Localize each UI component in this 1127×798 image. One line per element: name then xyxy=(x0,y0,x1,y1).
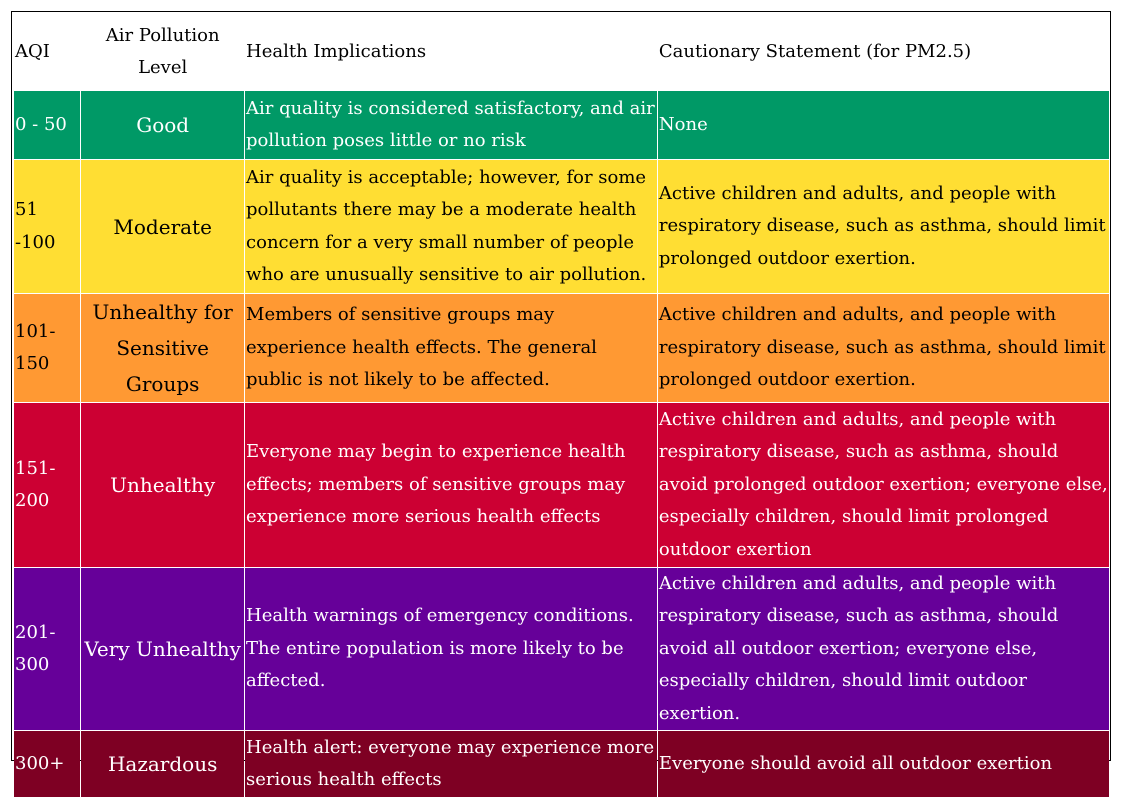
cautionary-statement: Active children and adults, and people w… xyxy=(657,294,1109,402)
pollution-level: Hazardous xyxy=(81,731,245,798)
header-aqi: AQI xyxy=(15,40,50,62)
table-header-row: AQI Air Pollution Level Health Implicati… xyxy=(14,14,1109,90)
aqi-range: 0 - 50 xyxy=(14,91,81,159)
table-row-moderate: 51 -100 Moderate Air quality is acceptab… xyxy=(14,160,1109,293)
pollution-level: Very Unhealthy xyxy=(81,568,245,731)
health-implications: Air quality is acceptable; however, for … xyxy=(245,160,657,293)
cautionary-statement: Everyone should avoid all outdoor exerti… xyxy=(657,731,1109,798)
header-level: Air Pollution Level xyxy=(105,24,220,78)
pollution-level: Unhealthy for Sensitive Groups xyxy=(81,294,245,402)
aqi-table-frame: AQI Air Pollution Level Health Implicati… xyxy=(11,11,1111,798)
header-caution: Cautionary Statement (for PM2.5) xyxy=(658,40,972,62)
pollution-level: Unhealthy xyxy=(81,403,245,567)
table-row-hazardous: 300+ Hazardous Health alert: everyone ma… xyxy=(14,731,1109,798)
aqi-table: AQI Air Pollution Level Health Implicati… xyxy=(13,13,1110,798)
pollution-level: Good xyxy=(81,91,245,159)
cautionary-statement: Active children and adults, and people w… xyxy=(657,568,1109,731)
health-implications: Air quality is considered satisfactory, … xyxy=(245,91,657,159)
header-health: Health Implications xyxy=(246,40,427,62)
table-row-very-unhealthy: 201-300 Very Unhealthy Health warnings o… xyxy=(14,568,1109,731)
pollution-level: Moderate xyxy=(81,160,245,293)
health-implications: Everyone may begin to experience health … xyxy=(245,403,657,567)
table-row-unhealthy: 151-200 Unhealthy Everyone may begin to … xyxy=(14,403,1109,567)
health-implications: Health alert: everyone may experience mo… xyxy=(245,731,657,798)
aqi-range: 201-300 xyxy=(14,568,81,731)
aqi-range: 300+ xyxy=(14,731,81,798)
cautionary-statement: Active children and adults, and people w… xyxy=(657,160,1109,293)
table-row-unhealthy-sensitive: 101-150 Unhealthy for Sensitive Groups M… xyxy=(14,294,1109,402)
table-row-good: 0 - 50 Good Air quality is considered sa… xyxy=(14,91,1109,159)
cautionary-statement: Active children and adults, and people w… xyxy=(657,403,1109,567)
aqi-range: 51 -100 xyxy=(14,160,81,293)
aqi-range: 101-150 xyxy=(14,294,81,402)
cautionary-statement: None xyxy=(657,91,1109,159)
aqi-range: 151-200 xyxy=(14,403,81,567)
health-implications: Members of sensitive groups may experien… xyxy=(245,294,657,402)
health-implications: Health warnings of emergency conditions.… xyxy=(245,568,657,731)
